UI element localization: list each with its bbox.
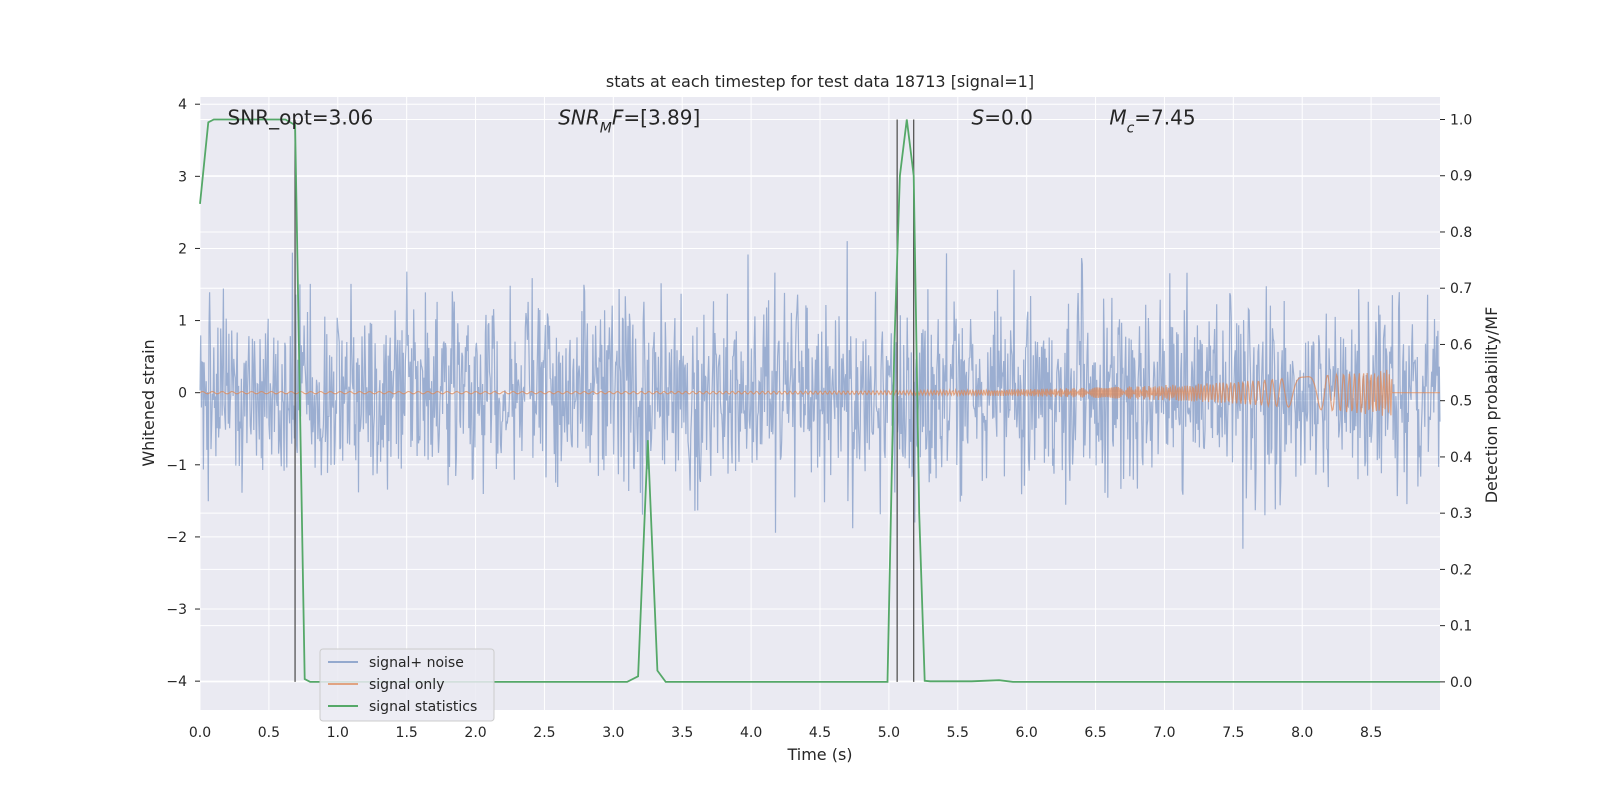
y2-tick-label: 0.3 [1450,506,1472,522]
y2-tick-label: 0.9 [1450,169,1472,185]
annotation-part: SNR [558,106,600,130]
y2-tick-label: 0.6 [1450,337,1472,353]
x-tick-label: 8.0 [1291,725,1313,741]
annotation-text: SNR_opt=3.06 [228,106,374,130]
annotation-part: M [1109,106,1126,130]
y2-tick-label: 0.7 [1450,281,1472,297]
x-tick-label: 6.0 [1016,725,1038,741]
series-signal-plus-noise [199,241,1441,549]
annotation-part: SNR_opt=3.06 [228,106,374,130]
x-tick-label: 5.5 [947,725,969,741]
legend-label-signal-plus-noise: signal+ noise [369,655,464,671]
y-tick-labels: −4 −3 −2 −1 0 1 2 3 4 [166,97,200,690]
y-tick-label: −1 [166,458,187,474]
annotations: SNR_opt=3.06 SNRMF=[3.89] S=0.0 Mc=7.45 [228,106,1196,137]
annotation-part: =7.45 [1134,106,1195,130]
y2-tick-label: 1.0 [1450,112,1472,128]
y-tick-label: 1 [178,314,187,330]
y2-tick-label: 0.8 [1450,225,1472,241]
y2-axis-label: Detection probability/MF [1482,307,1501,504]
chirp-trace [199,369,1440,416]
series-signal-statistics [199,118,1440,683]
y-tick-label: −2 [166,530,187,546]
legend-label-signal-statistics: signal statistics [369,699,477,715]
y-tick-label: 0 [178,386,187,402]
annotation-part: =0.0 [984,106,1033,130]
x-tick-label: 5.0 [878,725,900,741]
annotation-text: S=0.0 [972,106,1033,130]
x-tick-label: 6.5 [1084,725,1106,741]
x-axis-label: Time (s) [786,745,852,764]
y2-tick-labels: 0.0 0.1 0.2 0.3 0.4 0.5 0.6 0.7 0.8 0.9 1.0 [1440,112,1472,691]
annotation-part: S [972,106,985,130]
annotation-text: Mc=7.45 [1109,106,1195,137]
y2-tick-label: 0.0 [1450,675,1472,691]
x-tick-label: 2.5 [533,725,555,741]
x-tick-label: 4.5 [809,725,831,741]
x-tick-label: 1.5 [396,725,418,741]
x-tick-labels: 0.0 0.5 1.0 1.5 2.0 2.5 3.0 3.5 4.0 4.5 5.0 5.5 6.0 6… [189,725,1382,741]
annotation-text: SNRMF=[3.89] [558,106,700,137]
x-tick-label: 8.5 [1360,725,1382,741]
y-tick-label: 2 [178,241,187,257]
annotation-part: F [612,106,624,130]
y-tick-label: 4 [178,97,187,113]
legend-label-signal-only: signal only [369,677,444,693]
x-tick-label: 0.5 [258,725,280,741]
statistics-line [199,118,1440,683]
annotation-part: =[3.89] [623,106,700,130]
annotation-part: c [1127,121,1135,137]
noise-trace [199,241,1441,549]
x-tick-label: 3.0 [602,725,624,741]
y2-tick-label: 0.1 [1450,619,1472,635]
y-tick-label: −4 [166,674,187,690]
legend: signal+ noise signal only signal statist… [319,648,495,722]
y2-tick-label: 0.5 [1450,394,1472,410]
y2-tick-label: 0.4 [1450,450,1472,466]
y-axis-label: Whitened strain [139,339,158,466]
y2-tick-label: 0.2 [1450,562,1472,578]
x-tick-label: 0.0 [189,725,211,741]
x-tick-label: 1.0 [327,725,349,741]
x-tick-label: 3.5 [671,725,693,741]
legend-box [319,648,495,722]
y-tick-label: −3 [166,602,187,618]
x-tick-label: 4.0 [740,725,762,741]
x-tick-label: 2.0 [464,725,486,741]
x-tick-label: 7.5 [1222,725,1244,741]
series-signal-only [199,369,1440,416]
y-tick-label: 3 [178,169,187,185]
annotation-part: M [600,121,612,137]
chart-title: stats at each timestep for test data 187… [606,72,1034,91]
x-tick-label: 7.0 [1153,725,1175,741]
